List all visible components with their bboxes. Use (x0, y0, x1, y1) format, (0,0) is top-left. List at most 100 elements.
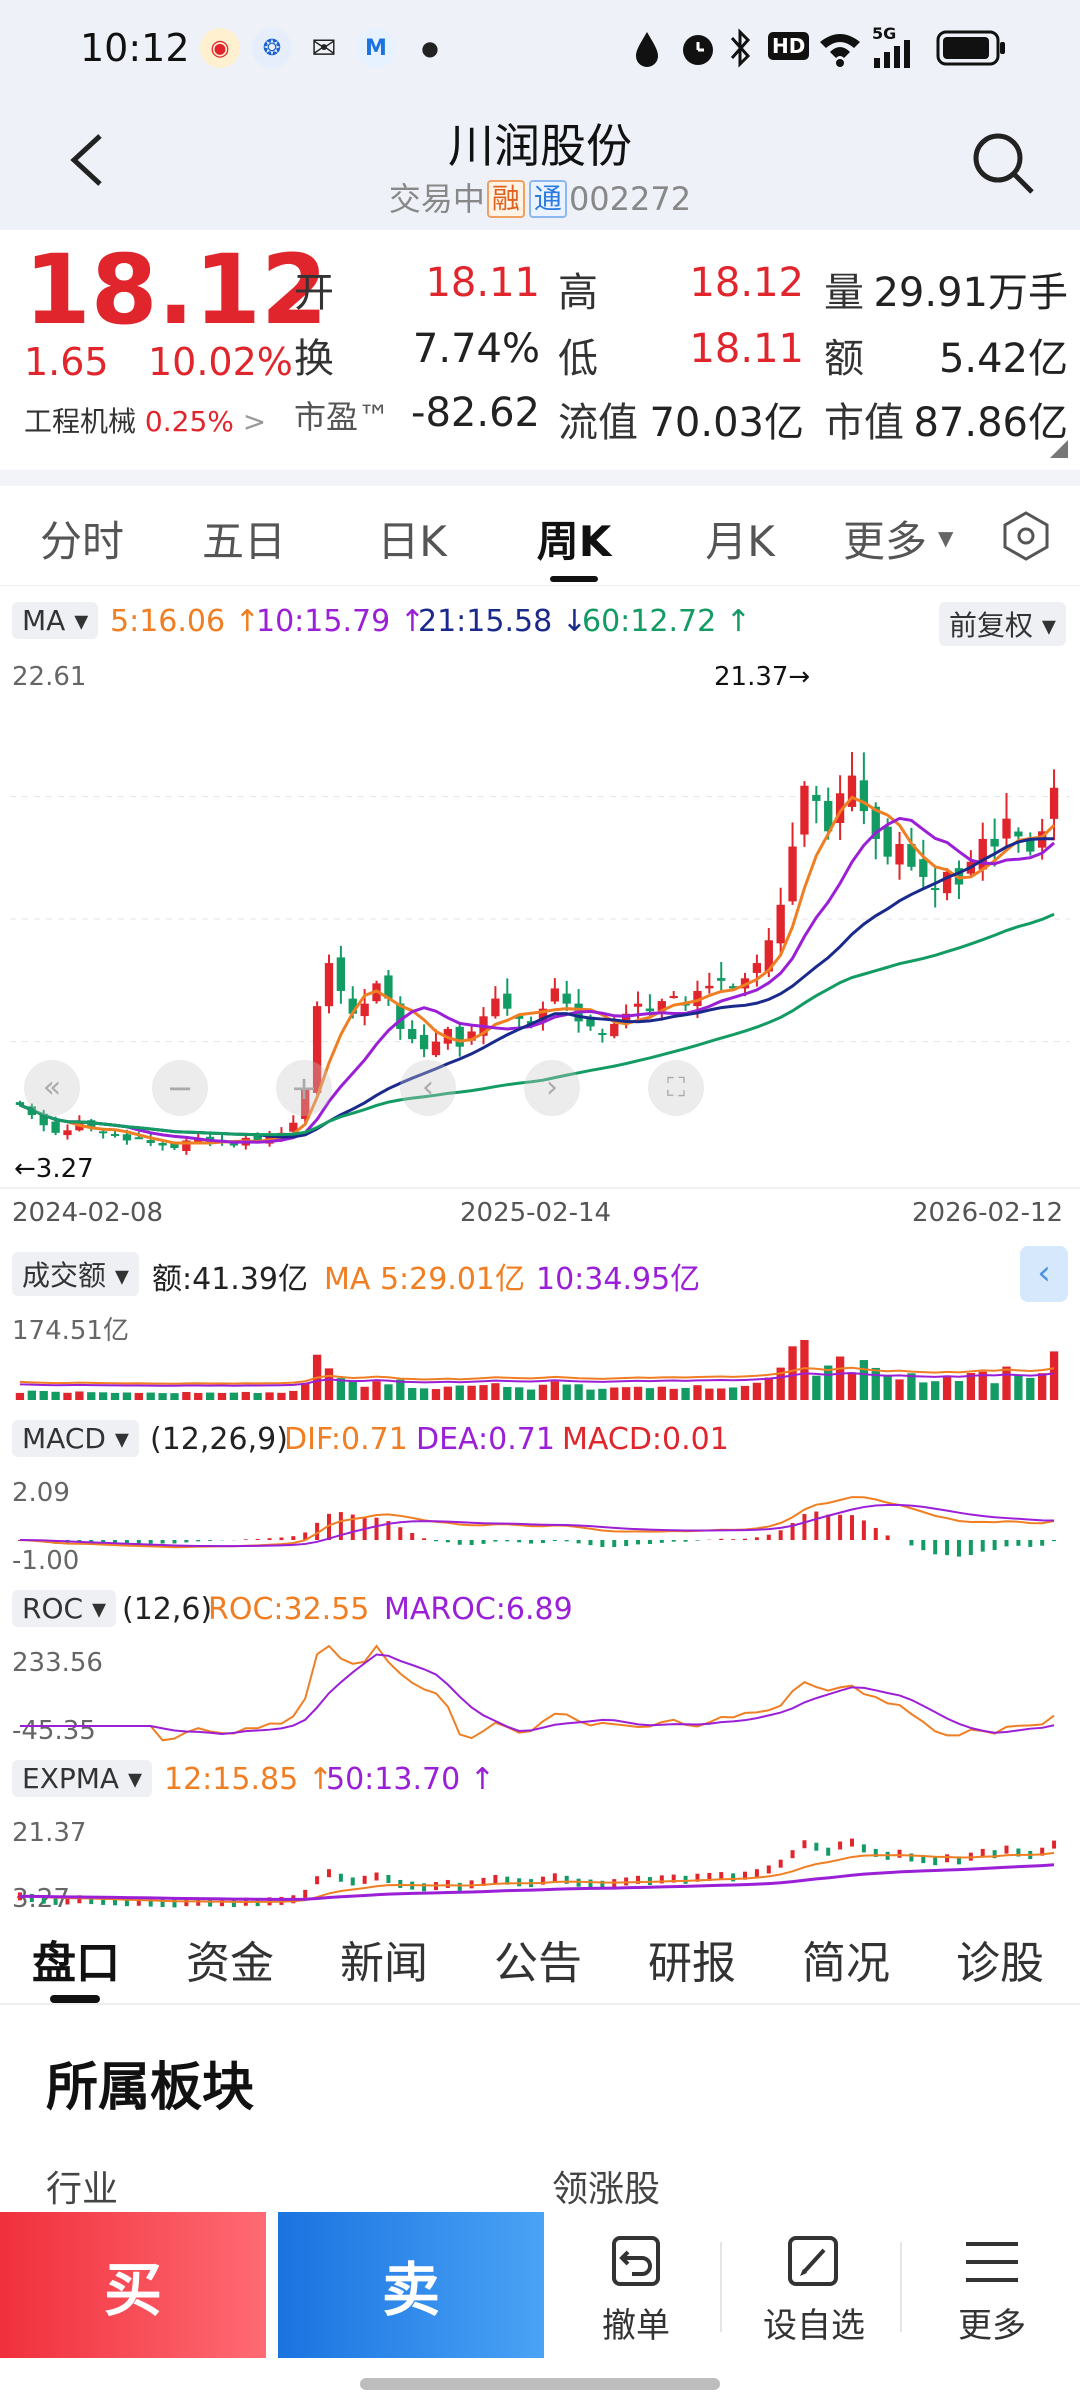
sector-name: 工程机械 (24, 405, 137, 438)
macd-histogram-bar (968, 1540, 973, 1556)
expma-candle (326, 1869, 331, 1878)
macd-histogram-bar (196, 1540, 201, 1542)
stock-code: 002272 (568, 180, 692, 218)
expma-candle (719, 1872, 724, 1881)
roc-axis-top: 233.56 (12, 1648, 103, 1678)
macd-histogram-bar (243, 1539, 248, 1540)
tab-intraday[interactable]: 分时 (39, 517, 124, 566)
section-title: 所属板块 (46, 2058, 255, 2118)
cancel-order-icon (612, 2236, 660, 2286)
ma60-value: 60:12.72 ↑ (582, 604, 751, 639)
fullscreen-icon[interactable]: ⛶ (648, 1060, 704, 1116)
ma-selector[interactable]: MA ▾ (12, 602, 99, 639)
candle-body (645, 1008, 655, 1012)
tab-capital-flow[interactable]: 资金 (186, 1938, 274, 1989)
roc-value: ROC:32.55 (208, 1592, 370, 1627)
macd-histogram-bar (540, 1540, 545, 1544)
rewind-icon[interactable]: « (24, 1060, 80, 1116)
date-start: 2024-02-08 (12, 1198, 164, 1228)
macd-selector[interactable]: MACD ▾ (12, 1420, 139, 1457)
candle-body (562, 993, 571, 1004)
expma-candle (731, 1873, 736, 1882)
expma-candle (814, 1842, 819, 1851)
expma-candle (778, 1859, 783, 1868)
tab-news[interactable]: 新闻 (340, 1938, 428, 1989)
expma-selector[interactable]: EXPMA ▾ (12, 1760, 153, 1797)
kline-chart[interactable] (0, 654, 1080, 1190)
tab-research[interactable]: 研报 (648, 1938, 736, 1989)
volume-bar (348, 1381, 357, 1400)
volume-bar (669, 1388, 678, 1400)
volume-bar (681, 1387, 690, 1400)
macd-histogram-bar (873, 1527, 878, 1540)
more-button[interactable]: 更多 (912, 2232, 1072, 2347)
volume-bar (752, 1382, 762, 1400)
candle-body (883, 826, 892, 857)
amount-label: 额 (824, 336, 864, 382)
collapse-panel-icon[interactable]: ‹ (1020, 1246, 1068, 1302)
tab-announcements[interactable]: 公告 (494, 1938, 582, 1989)
sector-link[interactable]: 工程机械 0.25% > (24, 400, 266, 440)
back-icon[interactable] (60, 130, 120, 190)
roc-params: (12,6) (122, 1592, 213, 1627)
macd-histogram-bar (422, 1538, 427, 1540)
macd-histogram-bar (148, 1540, 153, 1544)
expand-corner-icon[interactable] (1050, 440, 1068, 458)
buy-button[interactable]: 买 (0, 2212, 266, 2358)
pan-right-icon[interactable]: › (524, 1060, 580, 1116)
settings-hexagon-icon[interactable] (1000, 510, 1052, 562)
search-icon[interactable] (968, 128, 1040, 200)
bluetooth-icon (730, 28, 751, 68)
tab-order-book[interactable]: 盘口 (32, 1938, 120, 1989)
expma-candle (1052, 1840, 1057, 1849)
add-watchlist-button[interactable]: 设自选 (734, 2232, 894, 2347)
candle-body (1014, 831, 1023, 837)
zoom-in-icon[interactable]: + (276, 1060, 332, 1116)
macd-histogram-bar (493, 1540, 498, 1542)
expma-candle (303, 1889, 308, 1898)
macd-axis-bottom: -1.00 (12, 1546, 80, 1576)
alarm-icon (683, 35, 713, 65)
volume-bar (633, 1386, 643, 1400)
float-cap-label: 流值 (558, 400, 638, 446)
tab-five-day[interactable]: 五日 (201, 517, 286, 566)
macd-histogram-bar (172, 1540, 177, 1544)
expma-candle (362, 1875, 367, 1884)
volume-bar (384, 1384, 393, 1400)
macd-histogram-bar (1052, 1540, 1057, 1542)
pan-left-icon[interactable]: ‹ (400, 1060, 456, 1116)
expma-legend: EXPMA ▾ 12:15.85 ↑ 50:13.70 ↑ (0, 1754, 1080, 1810)
candle-body (146, 1140, 155, 1143)
expma50-value: 50:13.70 ↑ (326, 1762, 495, 1797)
adjust-selector[interactable]: 前复权 ▾ (939, 602, 1066, 646)
macd-histogram-bar (469, 1540, 474, 1546)
high-value: 18.12 (689, 260, 804, 306)
tab-profile[interactable]: 简况 (802, 1938, 890, 1989)
mkt-cap-value: 87.86亿 (913, 400, 1068, 446)
volume-bar (1038, 1373, 1047, 1400)
sell-button[interactable]: 卖 (278, 2212, 544, 2358)
tab-monthly-k[interactable]: 月K (705, 517, 775, 566)
macd-histogram-bar (255, 1538, 260, 1540)
volume-bar (491, 1383, 500, 1400)
tab-more[interactable]: 更多 (842, 517, 927, 566)
macd-histogram-bar (445, 1540, 450, 1543)
tab-daily-k[interactable]: 日K (377, 517, 447, 566)
leading-stock-label: 领涨股 (552, 2169, 661, 2210)
expma-candle (445, 1879, 450, 1888)
tab-weekly-k[interactable]: 周K (536, 517, 612, 566)
maroc-line (19, 1653, 1055, 1735)
zoom-out-icon[interactable]: − (152, 1060, 208, 1116)
volume-bar (978, 1371, 987, 1400)
volume-bar (158, 1393, 167, 1400)
candle-body (289, 1122, 298, 1132)
cancel-order-button[interactable]: 撤单 (556, 2232, 716, 2347)
macd-histogram-bar (457, 1540, 462, 1545)
volume-bar (586, 1389, 595, 1400)
roc-selector[interactable]: ROC ▾ (12, 1590, 117, 1627)
macd-histogram-bar (113, 1540, 118, 1544)
volume-bar (503, 1386, 512, 1400)
tab-diagnosis[interactable]: 诊股 (956, 1938, 1044, 1989)
volume-bar (550, 1381, 559, 1400)
volume-selector[interactable]: 成交额 ▾ (12, 1252, 139, 1296)
